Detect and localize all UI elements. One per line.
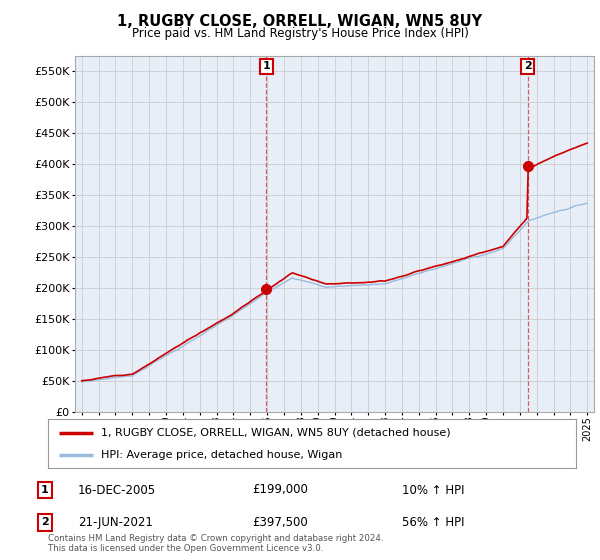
Text: 2: 2 (41, 517, 49, 528)
Text: 16-DEC-2005: 16-DEC-2005 (78, 483, 156, 497)
Text: 2: 2 (524, 62, 532, 71)
Text: 10% ↑ HPI: 10% ↑ HPI (402, 483, 464, 497)
Text: 1: 1 (263, 62, 270, 71)
Text: 1, RUGBY CLOSE, ORRELL, WIGAN, WN5 8UY: 1, RUGBY CLOSE, ORRELL, WIGAN, WN5 8UY (118, 14, 482, 29)
Text: £199,000: £199,000 (252, 483, 308, 497)
Text: HPI: Average price, detached house, Wigan: HPI: Average price, detached house, Wiga… (101, 450, 342, 460)
Text: 1: 1 (41, 485, 49, 495)
Text: Price paid vs. HM Land Registry's House Price Index (HPI): Price paid vs. HM Land Registry's House … (131, 27, 469, 40)
Text: 21-JUN-2021: 21-JUN-2021 (78, 516, 153, 529)
Text: 56% ↑ HPI: 56% ↑ HPI (402, 516, 464, 529)
Text: Contains HM Land Registry data © Crown copyright and database right 2024.
This d: Contains HM Land Registry data © Crown c… (48, 534, 383, 553)
Text: £397,500: £397,500 (252, 516, 308, 529)
Text: 1, RUGBY CLOSE, ORRELL, WIGAN, WN5 8UY (detached house): 1, RUGBY CLOSE, ORRELL, WIGAN, WN5 8UY (… (101, 427, 451, 437)
